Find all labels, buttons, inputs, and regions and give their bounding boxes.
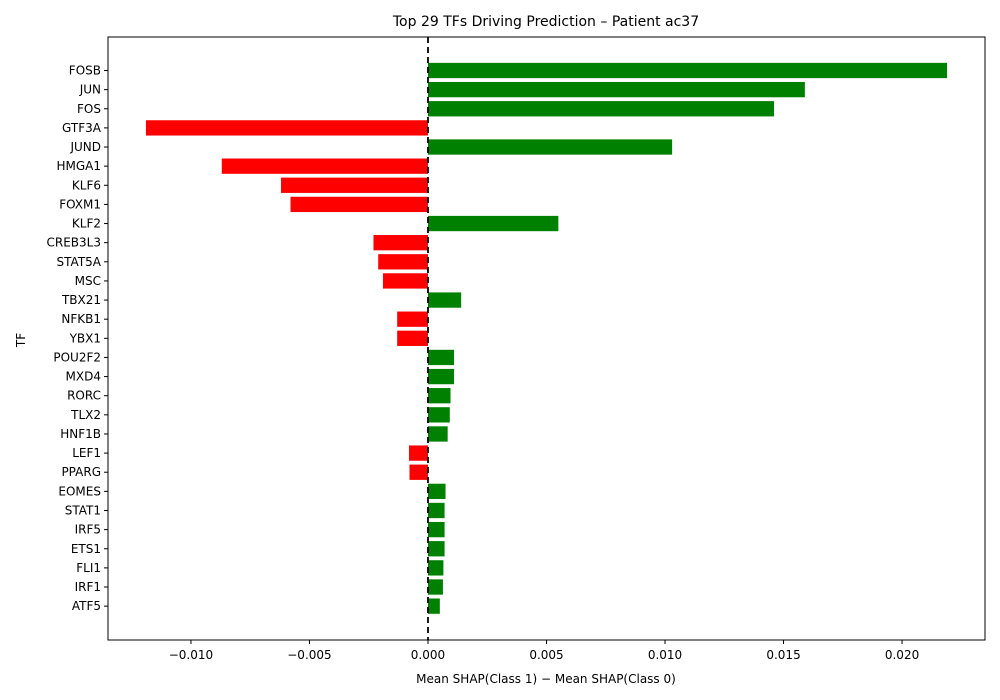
- x-tick-label: 0.005: [529, 648, 563, 662]
- y-tick-label: NFKB1: [61, 312, 101, 326]
- y-tick-label: FOSB: [69, 64, 101, 78]
- y-tick-label: IRF5: [75, 523, 101, 537]
- bar-creb3l3: [373, 235, 428, 251]
- y-tick-label: IRF1: [75, 580, 101, 594]
- y-tick-label: JUND: [69, 140, 101, 154]
- y-tick-label: FLI1: [76, 561, 101, 575]
- y-tick-label: MXD4: [66, 370, 101, 384]
- bars: [145, 62, 948, 614]
- bar-fli1: [427, 560, 444, 576]
- bar-msc: [382, 273, 428, 289]
- bar-pparg: [409, 464, 428, 480]
- y-tick-label: ETS1: [71, 542, 101, 556]
- bar-klf2: [427, 215, 559, 232]
- bar-lef1: [409, 445, 428, 461]
- bar-stat1: [427, 502, 445, 519]
- bar-atf5: [427, 598, 440, 614]
- y-tick-label: RORC: [67, 389, 101, 403]
- bar-klf6: [281, 177, 428, 193]
- y-tick-label: FOS: [77, 102, 101, 116]
- bar-foxm1: [290, 196, 428, 213]
- bar-nfkb1: [397, 311, 428, 327]
- x-tick-label: 0.010: [648, 648, 682, 662]
- x-axis-label: Mean SHAP(Class 1) − Mean SHAP(Class 0): [416, 672, 676, 686]
- bar-mxd4: [427, 368, 455, 385]
- bar-fosb: [427, 62, 948, 79]
- y-tick-label: FOXM1: [59, 197, 101, 211]
- x-tick-label: 0.000: [411, 648, 445, 662]
- bar-tbx21: [427, 292, 462, 308]
- y-tick-label: JUN: [79, 83, 101, 97]
- bar-tlx2: [427, 407, 450, 423]
- y-tick-label: CREB3L3: [47, 236, 102, 250]
- y-tick-label: PPARG: [61, 465, 101, 479]
- y-tick-label: EOMES: [58, 484, 101, 498]
- plot-frame: [107, 36, 986, 641]
- bar-irf5: [427, 521, 445, 538]
- y-tick-label: HNF1B: [60, 427, 101, 441]
- y-tick-label: GTF3A: [62, 121, 102, 135]
- y-tick-label: KLF2: [72, 217, 101, 231]
- bar-gtf3a: [145, 120, 428, 136]
- chart-title: Top 29 TFs Driving Prediction – Patient …: [392, 14, 699, 30]
- y-tick-label: LEF1: [72, 446, 101, 460]
- bar-jund: [427, 139, 673, 155]
- x-tick-label: −0.005: [287, 648, 331, 662]
- y-axis-ticks: FOSB JUN FOS GTF3A JUND HMGA1 KLF6 FOXM1 KLF2 CRE…: [47, 64, 108, 613]
- bar-pou2f2: [427, 349, 455, 366]
- bar-hmga1: [221, 158, 428, 174]
- x-tick-label: 0.015: [766, 648, 800, 662]
- bar-eomes: [427, 483, 446, 500]
- y-tick-label: POU2F2: [53, 350, 101, 364]
- y-tick-label: MSC: [75, 274, 101, 288]
- y-tick-label: KLF6: [72, 178, 101, 192]
- bar-fos: [427, 101, 775, 117]
- y-tick-label: TBX21: [61, 293, 101, 307]
- bar-rorc: [427, 388, 451, 404]
- bar-ybx1: [397, 330, 428, 346]
- y-tick-label: TLX2: [70, 408, 101, 422]
- bar-stat5a: [378, 254, 428, 270]
- y-tick-label: HMGA1: [56, 159, 101, 173]
- x-axis-ticks: −0.010 −0.005 0.000 0.005 0.010 0.015 0.020: [169, 640, 919, 662]
- bar-irf1: [427, 579, 443, 595]
- y-tick-label: ATF5: [72, 599, 101, 613]
- bar-hnf1b: [427, 426, 448, 442]
- bar-ets1: [427, 541, 445, 557]
- y-tick-label: STAT5A: [57, 255, 102, 269]
- y-tick-label: STAT1: [65, 503, 101, 517]
- bar-jun: [427, 81, 805, 98]
- y-axis-label: TF: [14, 333, 28, 348]
- x-tick-label: −0.010: [169, 648, 213, 662]
- x-tick-label: 0.020: [885, 648, 919, 662]
- y-tick-label: YBX1: [69, 331, 101, 345]
